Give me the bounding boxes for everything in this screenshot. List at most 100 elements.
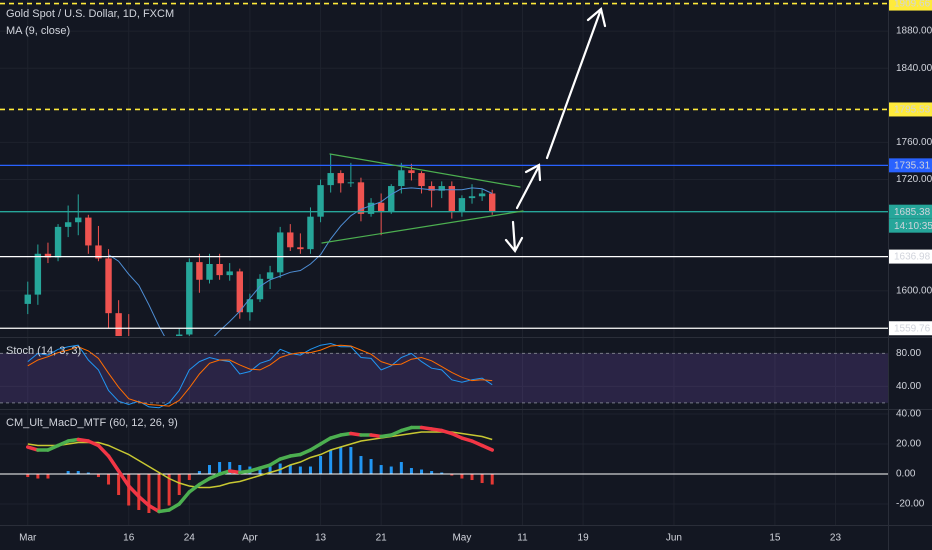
y-tick-label: 1880.00 xyxy=(896,26,932,37)
x-tick-label: 24 xyxy=(184,533,196,544)
histogram-bar xyxy=(409,468,413,475)
candle-body xyxy=(176,334,183,336)
price-label: 1795.53 xyxy=(894,105,931,116)
macd-segment xyxy=(460,436,474,443)
macd-segment xyxy=(26,445,40,452)
macd-segment xyxy=(116,469,131,488)
x-tick-label: 13 xyxy=(315,533,327,544)
candle-body xyxy=(489,193,496,212)
candle-body xyxy=(367,202,375,214)
ma-legend: MA (9, close) xyxy=(6,25,70,37)
y-tick-label: 1760.00 xyxy=(896,137,932,148)
y-tick-label: -20.00 xyxy=(896,499,925,510)
macd-segment xyxy=(258,463,272,470)
histogram-bar xyxy=(46,474,50,479)
x-tick-label: 23 xyxy=(830,533,842,544)
histogram-bar xyxy=(137,474,141,511)
macd-segment xyxy=(147,503,161,514)
candle-body xyxy=(327,173,334,186)
histogram-bar xyxy=(440,472,444,475)
histogram-bar xyxy=(147,474,151,514)
histogram-bar xyxy=(268,466,272,475)
macd-segment xyxy=(46,443,60,452)
histogram-bar xyxy=(288,465,292,475)
macd-segment xyxy=(137,494,151,508)
candle-body xyxy=(85,217,92,246)
macd-segment xyxy=(308,442,323,452)
candle-body xyxy=(438,186,445,191)
histogram-bar xyxy=(308,466,312,475)
macd-segment xyxy=(106,454,121,473)
stoch-line xyxy=(27,344,493,407)
candle-body xyxy=(408,170,415,174)
y-tick-label: 40.00 xyxy=(896,409,921,420)
macd-segment xyxy=(399,425,414,433)
candle-body xyxy=(468,196,476,199)
histogram-bar xyxy=(167,474,171,506)
x-tick-label: 16 xyxy=(123,533,135,544)
histogram-bar xyxy=(127,474,131,506)
candle-body xyxy=(64,222,72,227)
x-tick-label: May xyxy=(452,533,471,544)
candle-body xyxy=(388,186,395,212)
histogram-bar xyxy=(107,474,111,485)
histogram-bar xyxy=(76,471,80,475)
histogram-bar xyxy=(359,456,363,475)
histogram-bar xyxy=(177,474,181,496)
stoch-legend: Stoch (14, 3, 3) xyxy=(6,345,81,357)
candle-body xyxy=(337,173,344,184)
x-tick-label: Mar xyxy=(19,533,37,544)
price-label: 1685.38 xyxy=(894,207,931,218)
macd-segment xyxy=(278,454,293,461)
histogram-bar xyxy=(218,462,222,475)
candle-body xyxy=(458,198,466,212)
candle-body xyxy=(478,193,486,197)
x-tick-label: 21 xyxy=(376,533,388,544)
arrow-up xyxy=(515,163,542,210)
countdown: 14:10:35 xyxy=(894,221,932,232)
candle-body xyxy=(428,186,435,191)
histogram-bar xyxy=(298,466,302,475)
histogram-bar xyxy=(490,474,494,485)
candle-body xyxy=(115,313,122,336)
y-tick-label: 1720.00 xyxy=(896,174,932,185)
candle-body xyxy=(347,182,355,184)
y-tick-label: 1600.00 xyxy=(896,286,932,297)
histogram-bar xyxy=(349,447,353,475)
x-tick-label: Jun xyxy=(666,533,682,544)
macd-segment xyxy=(450,431,464,440)
candle-body xyxy=(34,253,42,295)
x-tick-label: 11 xyxy=(517,533,528,544)
price-label: 1735.31 xyxy=(894,160,931,171)
candle-body xyxy=(196,262,203,280)
histogram-bar xyxy=(430,471,434,475)
y-tick-label: 40.00 xyxy=(896,381,921,392)
histogram-bar xyxy=(228,462,232,475)
candle-body xyxy=(266,272,274,279)
candle-body xyxy=(75,217,82,223)
x-tick-label: 15 xyxy=(769,533,781,544)
arrow-up xyxy=(545,7,607,160)
macd-segment xyxy=(248,466,262,473)
signal-line xyxy=(27,431,493,489)
macd-segment xyxy=(177,490,192,506)
trendline xyxy=(321,210,524,244)
price-label: 1909.66 xyxy=(894,0,931,10)
histogram-bar xyxy=(450,474,454,476)
candle-body xyxy=(287,232,294,248)
histogram-bar xyxy=(399,462,403,475)
candle-body xyxy=(44,253,52,258)
ma-line xyxy=(108,187,493,336)
histogram-bar xyxy=(117,474,121,496)
price-label-box xyxy=(889,321,932,336)
y-tick-label: 1840.00 xyxy=(896,63,932,74)
band-fill xyxy=(0,353,888,403)
candle-body xyxy=(448,186,456,212)
price-label: 1559.76 xyxy=(894,323,931,334)
histogram-bar xyxy=(208,465,212,475)
histogram-bar xyxy=(258,466,262,475)
macd-segment xyxy=(197,476,212,487)
candle-body xyxy=(256,278,264,300)
histogram-bar xyxy=(86,472,90,475)
